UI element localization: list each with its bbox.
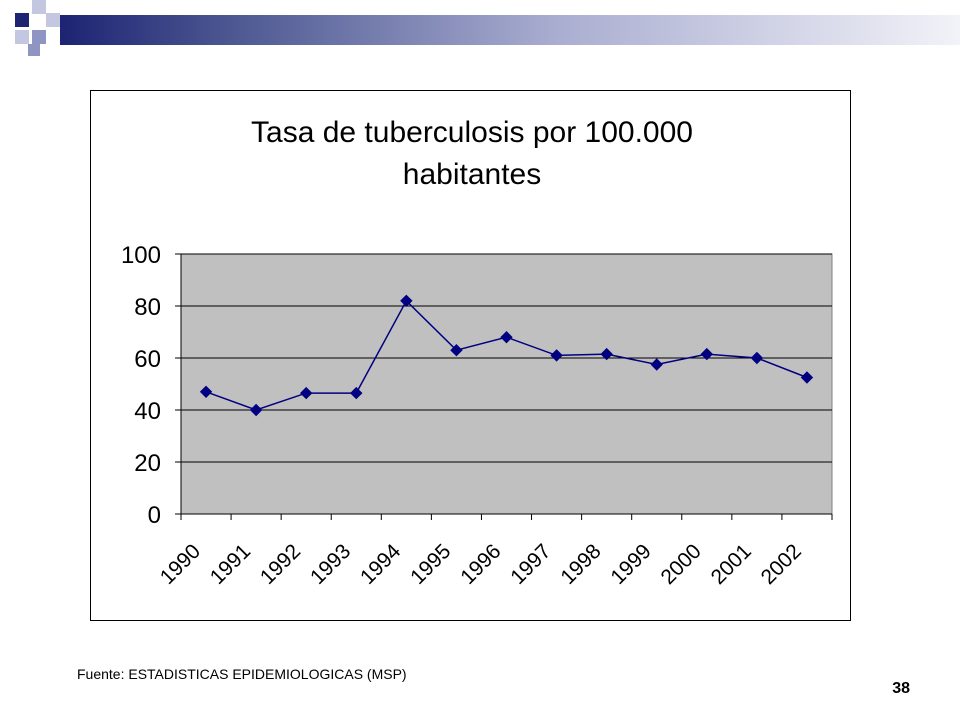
y-tick-label: 0 <box>148 502 161 529</box>
data-point <box>199 385 213 399</box>
source-note: Fuente: ESTADISTICAS EPIDEMIOLOGICAS (MS… <box>77 666 407 682</box>
deco-square-light <box>46 13 60 27</box>
deco-square-light <box>32 0 46 14</box>
data-point <box>299 386 313 400</box>
page-number: 38 <box>892 680 910 697</box>
x-tick-label: 1997 <box>506 540 555 589</box>
data-point <box>400 294 413 308</box>
x-tick-label: 1993 <box>306 540 355 589</box>
x-tick-label: 2000 <box>657 540 706 589</box>
data-point <box>550 349 563 362</box>
data-point <box>600 347 613 361</box>
deco-square-dark <box>15 13 29 27</box>
data-point <box>750 351 764 365</box>
data-point <box>650 358 663 371</box>
data-point <box>700 347 714 361</box>
data-point <box>249 403 263 417</box>
header-gradient-bar <box>60 15 960 45</box>
y-tick-label: 60 <box>134 346 161 373</box>
chart-title-line-1: Tasa de tuberculosis por 100.000 <box>251 116 693 149</box>
x-tick-label: 1995 <box>406 540 455 589</box>
deco-square-mid <box>32 30 46 44</box>
data-point <box>450 343 463 357</box>
x-tick-label: 1994 <box>356 540 406 590</box>
x-tick-label: 2001 <box>707 540 756 589</box>
x-tick-label: 1999 <box>606 540 655 589</box>
x-tick-label: 2002 <box>757 540 806 589</box>
y-tick-label: 20 <box>134 450 161 477</box>
y-tick-label: 80 <box>134 294 161 321</box>
x-tick-label: 1990 <box>156 540 205 589</box>
x-tick-label: 1996 <box>456 540 505 589</box>
x-tick-label: 1998 <box>556 540 605 589</box>
data-point <box>350 386 363 400</box>
deco-square-light <box>15 30 29 44</box>
y-tick-label: 40 <box>134 398 161 425</box>
tuberculosis-line-chart: Tasa de tuberculosis por 100.000 habitan… <box>121 116 833 590</box>
chart-title-line-2: habitantes <box>403 158 541 191</box>
x-tick-label: 1992 <box>256 540 305 589</box>
data-point <box>500 330 513 344</box>
plot-area <box>180 253 833 515</box>
chart-frame: Tasa de tuberculosis por 100.000 habitan… <box>90 90 851 621</box>
data-point <box>800 371 814 384</box>
y-tick-label: 100 <box>121 242 161 269</box>
deco-square-mid <box>28 44 40 56</box>
x-tick-label: 1991 <box>206 540 255 589</box>
